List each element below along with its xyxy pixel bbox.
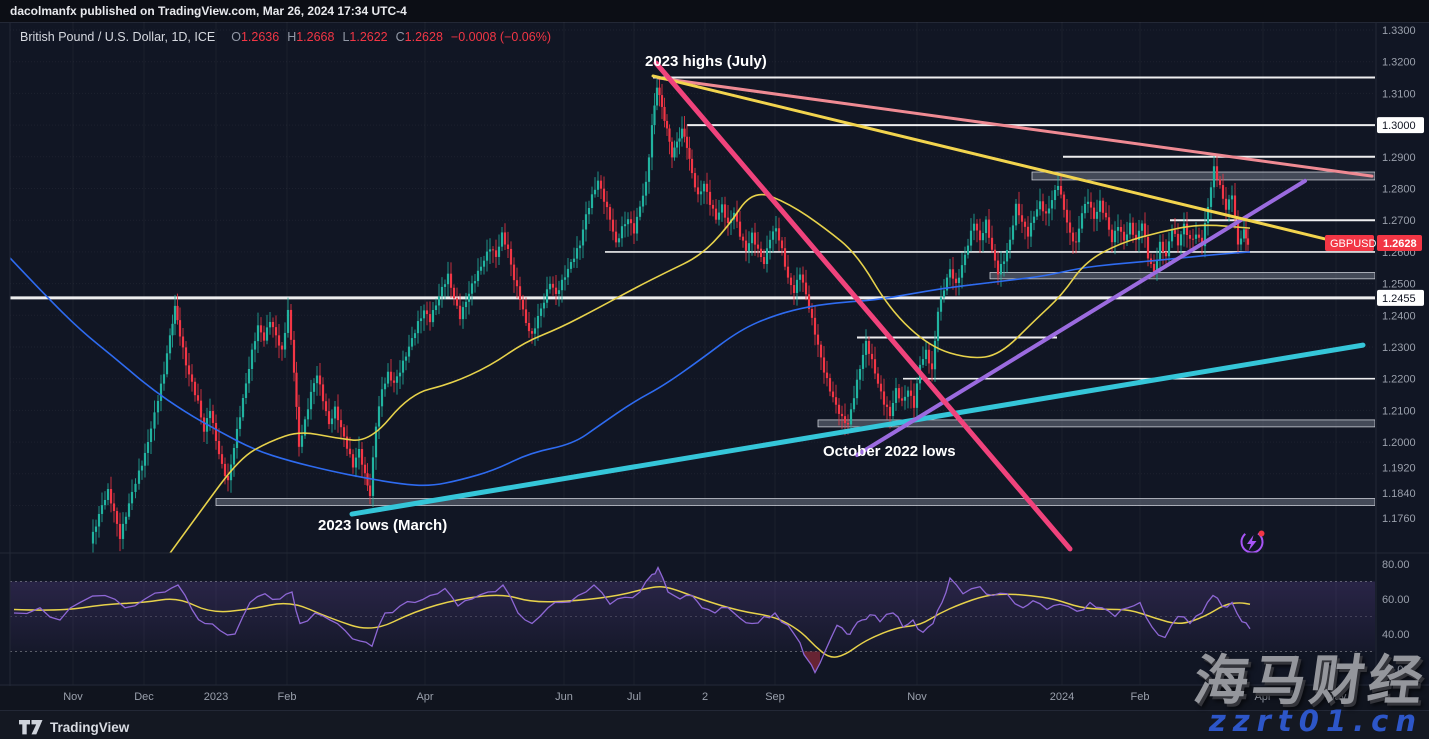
price-tick-label: 1.2500 — [1382, 279, 1416, 291]
price-pane[interactable] — [10, 60, 1375, 556]
price-alert-badge-label: 1.3000 — [1382, 120, 1416, 132]
time-scale[interactable]: Nov Dec 2023 Feb Apr Jun Jul 2 Sep Nov 2024 Feb Apr M… — [0, 686, 1429, 710]
ohlc-value: 1.2622 — [349, 30, 388, 44]
ohlc-values: O1.2636 H1.2668 L1.2622 C1.2628 — [223, 30, 443, 44]
chart-annotation[interactable]: 2023 lows (March) — [318, 517, 447, 534]
trendline-salmon-from-highs[interactable] — [656, 76, 1374, 178]
sma-200-line — [10, 251, 1251, 487]
ohlc-value: 1.2668 — [296, 30, 335, 44]
chart-annotation[interactable]: October 2022 lows — [823, 443, 956, 460]
time-tick-label: Feb — [278, 691, 297, 703]
support-resistance-zone — [215, 498, 1375, 506]
rsi-pane[interactable] — [13, 565, 1251, 674]
ohlc-key: H — [287, 30, 297, 44]
attribution-bar: dacolmanfx published on TradingView.com,… — [0, 0, 1429, 23]
rsi-tick-label: 20.00 — [1382, 664, 1410, 676]
ohlc-value: 1.2636 — [240, 30, 280, 44]
time-tick-label: Apr — [416, 691, 433, 703]
price-alert-badge[interactable] — [1377, 289, 1424, 306]
rsi-tick-label: 40.00 — [1382, 629, 1410, 641]
time-tick-label: Jun — [555, 691, 573, 703]
boost-flash-icon[interactable] — [1237, 527, 1266, 556]
price-tick-label: 1.2700 — [1382, 215, 1416, 227]
trendline-yellow-from-highs[interactable] — [651, 74, 1327, 241]
attribution-text: dacolmanfx published on TradingView.com,… — [10, 4, 407, 18]
symbol-price-tag-name: GBPUSD — [1330, 238, 1377, 250]
chart-legend[interactable]: British Pound / U.S. Dollar, 1D, ICE O1.2… — [20, 30, 551, 44]
price-tick-label: 1.2100 — [1382, 405, 1416, 417]
time-tick-label: Feb — [1131, 691, 1150, 703]
notification-dot — [1258, 530, 1265, 537]
rsi-zone-fill — [804, 651, 820, 673]
price-scale[interactable]: 1.3300 1.3200 1.3100 1.2900 1.2800 1.2700 1.26… — [1325, 25, 1424, 676]
last-price-badge — [1377, 235, 1422, 252]
price-tick-label: 1.2200 — [1382, 374, 1416, 386]
time-tick-label: May — [1326, 691, 1347, 703]
tradingview-logo[interactable]: TradingView — [18, 718, 129, 736]
time-tick-label: Dec — [134, 691, 154, 703]
price-tick-label: 1.2000 — [1382, 437, 1416, 449]
rsi-band — [10, 581, 1375, 652]
time-tick-label: Sep — [765, 691, 785, 703]
support-resistance-zone — [989, 272, 1375, 280]
price-tick-label: 1.1920 — [1382, 462, 1416, 474]
trendline-pink-steep[interactable] — [653, 60, 1073, 552]
tradingview-logo-icon — [19, 720, 43, 735]
time-axis-background[interactable] — [0, 686, 1429, 710]
price-tick-label: 1.3200 — [1382, 57, 1416, 69]
rsi-ma-line — [13, 585, 1251, 658]
time-tick-label: Apr — [1254, 691, 1271, 703]
price-tick-label: 1.3100 — [1382, 88, 1416, 100]
rsi-tick-label: 80.00 — [1382, 559, 1410, 571]
ohlc-key: C — [395, 30, 405, 44]
ohlc-value: 1.2628 — [404, 30, 443, 44]
time-tick-label: 2 — [702, 691, 708, 703]
price-tick-label: 1.2400 — [1382, 310, 1416, 322]
time-tick-label: Nov — [63, 691, 83, 703]
chart-annotation[interactable]: 2023 highs (July) — [645, 53, 767, 70]
tradingview-logo-text: TradingView — [50, 719, 130, 735]
time-tick-label: 2024 — [1050, 691, 1074, 703]
time-tick-label: 2023 — [204, 691, 228, 703]
price-tick-label: 1.2900 — [1382, 152, 1416, 164]
trendline-cyan-support[interactable] — [349, 342, 1366, 517]
price-tick-label: 1.2800 — [1382, 184, 1416, 196]
price-tick-label: 1.2300 — [1382, 342, 1416, 354]
support-resistance-zone — [817, 419, 1375, 428]
price-alert-badge-label: 1.2455 — [1382, 293, 1416, 305]
sma-50-line — [169, 193, 1251, 553]
price-tick-label: 1.3300 — [1382, 25, 1416, 37]
price-tick-label: 1.1840 — [1382, 488, 1416, 500]
ohlc-key: L — [342, 30, 350, 44]
rsi-line — [13, 565, 1251, 674]
footer-bar: TradingView — [0, 710, 1429, 739]
trendline-purple-rising[interactable] — [855, 178, 1307, 458]
price-tick-label: 1.1760 — [1382, 513, 1416, 525]
support-resistance-zone — [1031, 171, 1375, 181]
change-value: −0.0008 (−0.06%) — [450, 30, 551, 44]
symbol-title[interactable]: British Pound / U.S. Dollar, 1D, ICE — [20, 30, 216, 44]
symbol-price-tag — [1325, 235, 1374, 252]
ohlc-key: O — [231, 30, 241, 44]
time-tick-label: Jul — [627, 691, 641, 703]
last-price-badge-label: 1.2628 — [1383, 238, 1417, 250]
time-tick-label: Nov — [907, 691, 927, 703]
price-alert-badge[interactable] — [1377, 117, 1424, 134]
candlesticks — [91, 77, 1250, 553]
rsi-tick-label: 60.00 — [1382, 594, 1410, 606]
watermark-url: zzrt01.cn — [1208, 704, 1423, 738]
